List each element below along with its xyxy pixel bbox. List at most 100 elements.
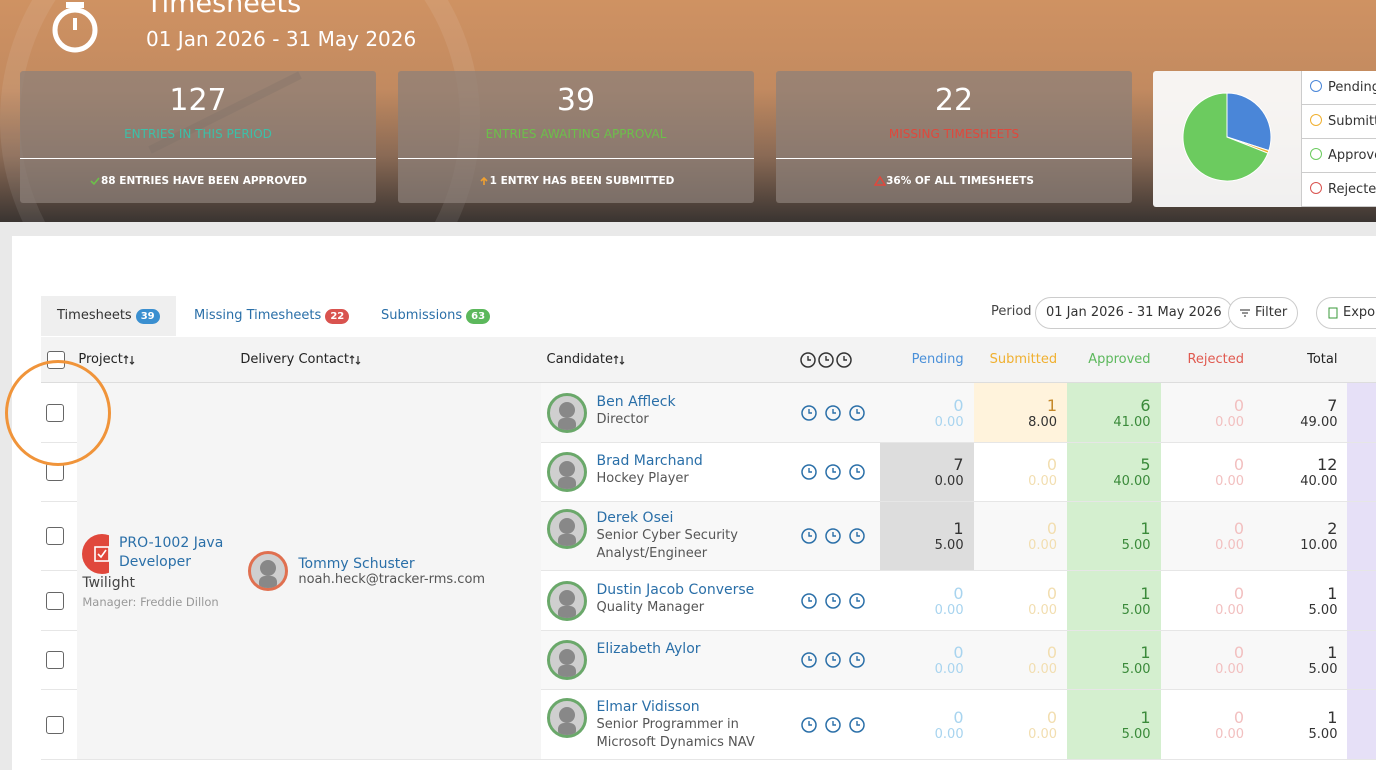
candidate-name[interactable]: Dustin Jacob Converse bbox=[596, 581, 755, 598]
action-icon[interactable] bbox=[824, 592, 842, 610]
note-icon bbox=[480, 176, 488, 185]
tab[interactable]: Timesheets 39 bbox=[41, 296, 176, 336]
action-icon[interactable] bbox=[848, 651, 866, 669]
period-picker[interactable]: 01 Jan 2026 - 31 May 2026 bbox=[1035, 297, 1233, 329]
row-checkbox[interactable] bbox=[46, 527, 64, 545]
action-icon[interactable] bbox=[848, 404, 866, 422]
action-icon[interactable] bbox=[800, 716, 818, 734]
submitted-cell: 0 0.00 bbox=[973, 630, 1068, 690]
project-link[interactable]: PRO-1002 Java Developer bbox=[119, 534, 239, 572]
column-header[interactable]: Approved bbox=[1067, 337, 1161, 383]
export-icon bbox=[1328, 307, 1338, 318]
header-row: Project Delivery Contact Candidate Pending S… bbox=[41, 337, 1376, 383]
actions-cell bbox=[798, 382, 881, 443]
total-count: 1 bbox=[1327, 707, 1338, 727]
candidate-info: Dustin Jacob Converse Quality Manager bbox=[597, 581, 755, 617]
rejected-count: 0 bbox=[1233, 707, 1245, 727]
avatar bbox=[546, 452, 587, 492]
stat-label: ENTRIES IN THIS PERIOD bbox=[124, 127, 272, 141]
stat-note-row: 36% OF ALL TIMESHEETS bbox=[776, 175, 1132, 187]
action-icon[interactable] bbox=[800, 404, 818, 422]
total-hours: 49.00 bbox=[1300, 414, 1338, 430]
rejected-cell: 0 0.00 bbox=[1160, 689, 1255, 760]
timesheet-row: Elmar Vidisson Senior Programmer in Micro… bbox=[41, 689, 1376, 760]
column-header[interactable]: Project bbox=[77, 337, 240, 383]
action-icon-glyph bbox=[856, 656, 861, 661]
project-manager: Manager: Freddie Dillon bbox=[82, 594, 219, 609]
legend-item[interactable]: Pending bbox=[1302, 71, 1376, 105]
row-checkbox[interactable] bbox=[46, 651, 64, 669]
action-icon[interactable] bbox=[848, 716, 866, 734]
column-header[interactable]: Total bbox=[1254, 337, 1348, 383]
action-icon[interactable] bbox=[824, 716, 842, 734]
timesheet-table: Project Delivery Contact Candidate Pending S… bbox=[41, 337, 1376, 760]
column-header[interactable]: Rejected bbox=[1160, 337, 1255, 383]
contact-name[interactable]: Tommy Schuster bbox=[298, 555, 415, 572]
stat-label: ENTRIES AWAITING APPROVAL bbox=[485, 127, 667, 141]
rejected-hours: 0.00 bbox=[1215, 474, 1245, 489]
approved-hours: 5.00 bbox=[1121, 726, 1151, 742]
action-icon[interactable] bbox=[848, 592, 866, 610]
total-hours: 5.00 bbox=[1308, 662, 1338, 677]
column-header[interactable]: Pending bbox=[880, 337, 974, 383]
pending-hours: 0.00 bbox=[934, 474, 964, 489]
avatar-silhouette bbox=[557, 706, 576, 735]
action-icon[interactable] bbox=[800, 527, 818, 545]
candidate-name[interactable]: Ben Affleck bbox=[596, 393, 676, 410]
stat-note: 88 ENTRIES HAVE BEEN APPROVED bbox=[101, 175, 307, 187]
legend: Pending Submitted Approved Rejected bbox=[1301, 71, 1376, 207]
candidate-cell: Dustin Jacob Converse Quality Manager bbox=[540, 570, 799, 631]
column-header[interactable]: Submitted bbox=[973, 337, 1068, 383]
action-icon-glyph bbox=[832, 720, 837, 726]
column-header[interactable]: Invoiced bbox=[1347, 337, 1376, 383]
approved-hours: 41.00 bbox=[1113, 414, 1151, 430]
filter-icon bbox=[1240, 308, 1250, 317]
contact: Tommy Schuster noah.heck@tracker-rms.com bbox=[248, 551, 540, 591]
sort-icon bbox=[349, 354, 361, 365]
action-icon-glyph bbox=[807, 355, 812, 361]
action-icon[interactable] bbox=[800, 651, 818, 669]
total-count: 2 bbox=[1327, 519, 1338, 538]
action-icon-ring bbox=[801, 464, 817, 480]
action-icon[interactable] bbox=[848, 527, 866, 545]
legend-label: Rejected bbox=[1328, 182, 1376, 197]
legend-item[interactable]: Rejected bbox=[1302, 173, 1376, 207]
stat-note: 36% OF ALL TIMESHEETS bbox=[886, 175, 1034, 187]
pending-count: 7 bbox=[953, 455, 964, 474]
column-header[interactable]: Candidate bbox=[540, 337, 799, 383]
candidate-name[interactable]: Elizabeth Aylor bbox=[596, 641, 701, 657]
submitted-count: 0 bbox=[1046, 519, 1058, 538]
project-head: PRO-1002 Java Developer bbox=[82, 533, 239, 574]
candidate-name[interactable]: Derek Osei bbox=[596, 510, 674, 526]
action-icon[interactable] bbox=[800, 592, 818, 610]
legend-item[interactable]: Approved bbox=[1302, 139, 1376, 173]
action-icon[interactable] bbox=[800, 463, 818, 481]
action-icon[interactable] bbox=[824, 651, 842, 669]
action-icon[interactable] bbox=[848, 463, 866, 481]
total-count: 1 bbox=[1327, 643, 1338, 662]
avatar-body bbox=[557, 722, 576, 735]
approved-hours: 5.00 bbox=[1121, 662, 1151, 677]
column-header[interactable]: Delivery Contact bbox=[239, 337, 541, 383]
pending-count: 0 bbox=[953, 583, 964, 603]
row-checkbox[interactable] bbox=[46, 591, 64, 610]
candidate-name[interactable]: Brad Marchand bbox=[596, 453, 703, 469]
candidate: Elizabeth Aylor bbox=[546, 640, 799, 680]
timesheet-row: PRO-1002 Java Developer Twilight Manager: … bbox=[41, 382, 1376, 760]
pending-count: 0 bbox=[953, 395, 964, 415]
tab[interactable]: Submissions 63 bbox=[365, 296, 506, 336]
tab[interactable]: Missing Timesheets 22 bbox=[178, 296, 365, 336]
candidate-cell: Elizabeth Aylor bbox=[540, 630, 799, 690]
rejected-cell: 0 0.00 bbox=[1160, 382, 1255, 443]
action-icon[interactable] bbox=[824, 463, 842, 481]
candidate-title: Senior Programmer in Microsoft Dynamics … bbox=[596, 716, 755, 750]
candidate-name[interactable]: Elmar Vidisson bbox=[596, 698, 700, 715]
action-icon-ring bbox=[825, 652, 841, 668]
row-checkbox[interactable] bbox=[46, 715, 64, 734]
filter-button[interactable]: Filter bbox=[1228, 297, 1299, 329]
checkbox-cell bbox=[41, 501, 78, 571]
action-icon[interactable] bbox=[824, 404, 842, 422]
action-icon[interactable] bbox=[824, 527, 842, 545]
legend-item[interactable]: Submitted bbox=[1302, 105, 1376, 139]
export-button[interactable]: Export bbox=[1316, 297, 1376, 329]
